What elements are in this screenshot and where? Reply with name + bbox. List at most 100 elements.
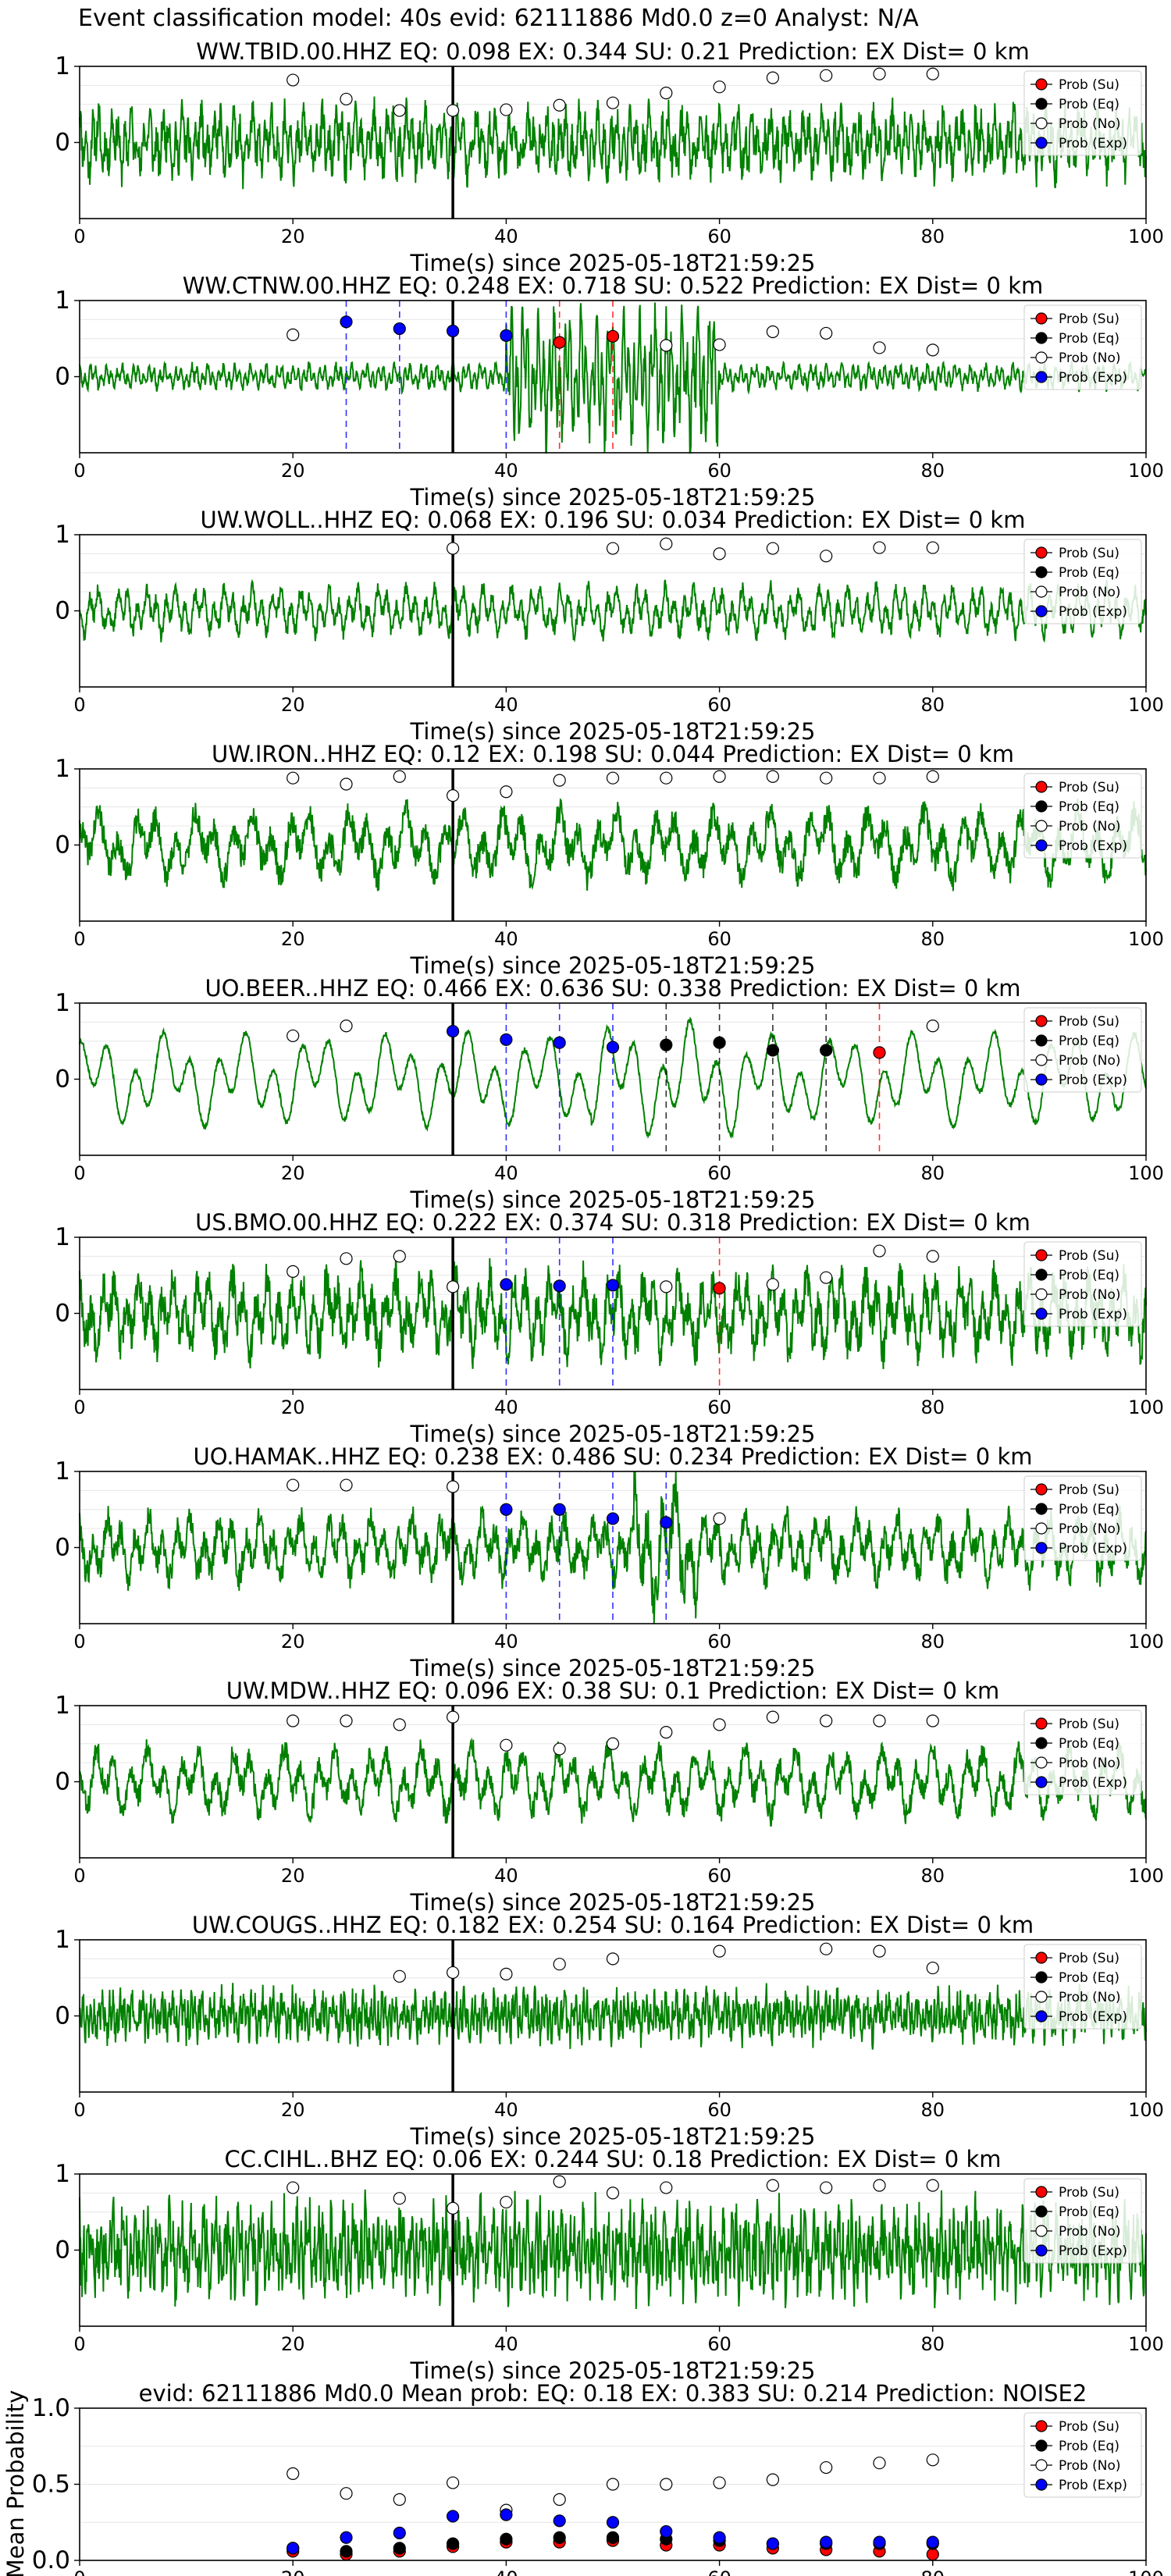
panel-6-legend-marker [1035,1249,1048,1261]
panel-1-waveform [79,96,1147,190]
panel-4-prob-no-marker [766,770,780,783]
panel-10-ytick-label: 0 [55,2236,70,2265]
panel-4-legend-label: Prob (Exp) [1059,838,1127,854]
panel-6-prob-exp-marker [500,1278,513,1291]
panel-8-xtick-label: 0 [73,1865,85,1887]
panel-5-legend-marker [1035,1073,1048,1086]
panel-1-prob-no-marker [873,67,886,80]
panel-6-title: US.BMO.00.HHZ EQ: 0.222 EX: 0.374 SU: 0.… [195,1209,1030,1236]
panel-11-prob-eq-marker [500,2532,513,2546]
panel-2-legend-label: Prob (No) [1059,350,1121,366]
panel-2-xtick-label: 40 [494,460,518,482]
panel-5-prob-exp-marker [553,1036,566,1049]
panel-7-xtick-label: 60 [707,1631,731,1653]
panel-11-legend-marker [1035,2439,1048,2452]
panel-6-xtick-label: 60 [707,1397,731,1418]
panel-2-xtick-label: 60 [707,460,731,482]
panel-11-legend-marker [1035,2478,1048,2491]
panel-11-legend-marker [1035,2420,1048,2432]
panel-5-xtick-label: 40 [494,1162,518,1184]
panel-9-title: UW.COUGS..HHZ EQ: 0.182 EX: 0.254 SU: 0.… [192,1912,1034,1938]
panel-11-ytick-label: 0.5 [32,2471,70,2499]
panel-11-prob-no-marker [340,2487,353,2500]
panel-6-legend-box [1023,1241,1142,1327]
panel-10-xtick-label: 20 [281,2333,305,2355]
panel-2-legend-marker [1035,312,1048,325]
panel-5-prob-eq-marker [766,1044,780,1057]
panel-10-prob-no-marker [660,2181,673,2194]
panel-10-prob-no-marker [393,2192,406,2205]
panel-6-xtick-label: 0 [73,1397,85,1418]
panel-2-legend-box [1023,304,1142,390]
panel-2-prob-no-marker [873,341,886,354]
panel-9-prob-no-marker [500,1967,513,1980]
panel-8-legend-marker [1035,1717,1048,1730]
panel-2-xtick-label: 0 [73,460,85,482]
panel-3-xtick-label: 40 [494,694,518,716]
panel-5-legend-marker [1035,1015,1048,1027]
panel-7-prob-no-marker [713,1512,726,1525]
panel-2-legend-marker [1035,351,1048,364]
panel-8-legend-marker [1035,1756,1048,1769]
panel-4-waveform [79,798,1147,891]
panel-11-prob-exp-marker [500,2508,513,2521]
panel-10-prob-no-marker [446,2201,460,2215]
panel-1-ytick-label: 1 [55,52,70,80]
panel-9-legend-marker [1035,1952,1048,1964]
panel-7-xlabel: Time(s) since 2025-05-18T21:59:25 [410,1655,816,1681]
panel-5-legend-label: Prob (Exp) [1059,1073,1127,1088]
panel-3-legend-label: Prob (Exp) [1059,604,1127,620]
panel-6-prob-no-marker [766,1278,780,1291]
panel-6-legend-marker [1035,1308,1048,1320]
panel-8-prob-no-marker [287,1714,300,1727]
panel-2-prob-su-marker [553,336,566,349]
panel-4-xtick-label: 0 [73,928,85,950]
panel-4-prob-no-marker [287,771,300,785]
panel-11-prob-exp-marker [713,2531,726,2544]
panel-3-xtick-label: 100 [1128,694,1164,716]
panel-10-prob-no-marker [926,2179,939,2192]
panel-1-xtick-label: 80 [921,226,945,247]
panel-8-prob-no-marker [553,1742,566,1756]
panel-1-prob-no-marker [287,73,300,87]
panel-2-legend-label: Prob (Exp) [1059,370,1127,386]
panel-8-prob-no-marker [766,1710,780,1724]
panel-1-prob-no-marker [926,67,939,80]
panel-4-prob-no-marker [446,789,460,802]
panel-9-prob-no-marker [606,1952,620,1966]
panel-7-title: UO.HAMAK..HHZ EQ: 0.238 EX: 0.486 SU: 0.… [194,1443,1033,1470]
panel-3-legend-marker [1035,566,1048,578]
panel-3-prob-no-marker [873,541,886,554]
panel-8-xtick-label: 20 [281,1865,305,1887]
panel-11-prob-no-marker [446,2476,460,2489]
panel-10-xtick-label: 0 [73,2333,85,2355]
panel-6-prob-no-marker [446,1280,460,1293]
panel-6-prob-no-marker [926,1250,939,1263]
panel-6-xtick-label: 40 [494,1397,518,1418]
panel-6-ytick-label: 0 [55,1300,70,1328]
panel-8-legend-label: Prob (Su) [1059,1717,1119,1732]
panel-9-xlabel: Time(s) since 2025-05-18T21:59:25 [410,2123,816,2150]
panel-1-prob-no-marker [820,69,833,82]
panel-3-legend-marker [1035,605,1048,617]
panel-6-legend-label: Prob (Eq) [1059,1268,1119,1283]
panel-4-prob-no-marker [820,771,833,785]
panel-11-title: evid: 62111886 Md0.0 Mean prob: EQ: 0.18… [139,2380,1087,2407]
panel-2-prob-exp-marker [393,322,406,336]
panel-10-xtick-label: 60 [707,2333,731,2355]
panel-2-prob-exp-marker [446,324,460,338]
panel-11-prob-exp-marker [393,2526,406,2539]
panel-1-legend-marker [1035,137,1048,149]
panel-10-prob-no-marker [500,2195,513,2209]
panel-2-prob-no-marker [287,328,300,341]
panel-11-prob-eq-marker [340,2545,353,2558]
panel-6-xtick-label: 20 [281,1397,305,1418]
panel-1-xtick-label: 0 [73,226,85,247]
panel-4-xtick-label: 60 [707,928,731,950]
panel-8-prob-no-marker [500,1738,513,1752]
panel-4-xlabel: Time(s) since 2025-05-18T21:59:25 [410,952,816,979]
panel-11-legend-marker [1035,2459,1048,2471]
panel-3-prob-no-marker [766,542,780,555]
panel-1-prob-no-marker [606,96,620,109]
